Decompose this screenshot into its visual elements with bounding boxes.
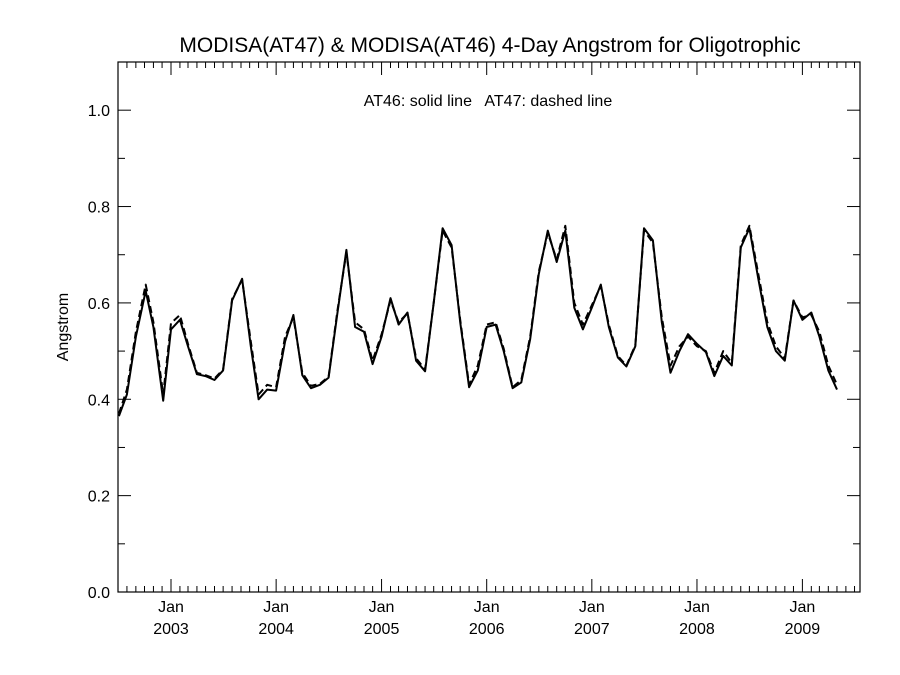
y-tick-label: 0.6: [88, 296, 110, 313]
x-tick-label-month: Jan: [369, 599, 395, 616]
y-tick-label: 0.4: [88, 392, 110, 409]
y-tick-label: 0.0: [88, 585, 110, 602]
x-tick-label-year: 2008: [679, 621, 715, 638]
x-tick-label-month: Jan: [684, 599, 710, 616]
series-line-at47: [117, 224, 838, 415]
plot-frame: [117, 61, 861, 593]
x-tick-label-year: 2009: [785, 621, 821, 638]
x-tick-label-month: Jan: [263, 599, 289, 616]
series-annotation: AT46: solid line AT47: dashed line: [364, 93, 613, 110]
x-tick-label-year: 2003: [153, 621, 189, 638]
x-tick-label-month: Jan: [474, 599, 500, 616]
x-tick-label-year: 2004: [258, 621, 294, 638]
x-tick-label-year: 2006: [469, 621, 505, 638]
axis-tick-labels: 0.0 0.2 0.4 0.6 0.8 1.0 Jan 2003 Jan 2004 Jan 2005 J…: [88, 103, 821, 638]
series-line-at46: [117, 227, 838, 417]
y-tick-label: 0.2: [88, 489, 110, 506]
x-tick-label-year: 2007: [574, 621, 610, 638]
y-tick-label: 1.0: [88, 103, 110, 120]
x-tick-label-month: Jan: [789, 599, 815, 616]
axis-ticks: [117, 61, 860, 593]
x-tick-label-month: Jan: [158, 599, 184, 616]
x-tick-label-year: 2005: [364, 621, 400, 638]
chart-title: MODISA(AT47) & MODISA(AT46) 4-Day Angstr…: [179, 34, 800, 57]
y-tick-label: 0.8: [88, 200, 110, 217]
x-tick-label-month: Jan: [579, 599, 605, 616]
y-axis-label: Angstrom: [55, 293, 72, 361]
series-lines: [117, 224, 838, 417]
